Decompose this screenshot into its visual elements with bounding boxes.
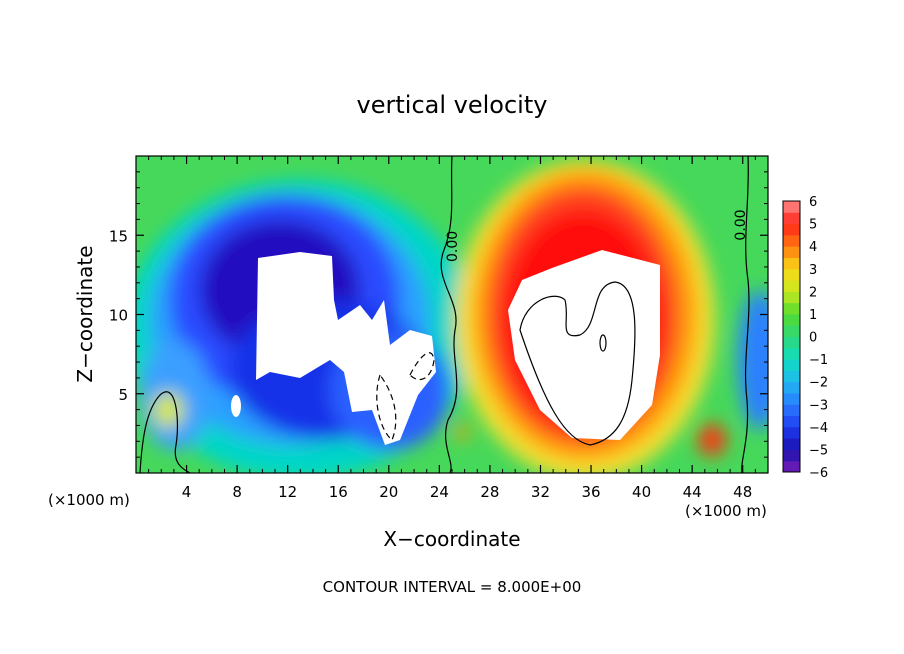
y-axis-label: Z−coordinate: [73, 245, 97, 382]
y-axis: 5 10 15: [109, 171, 768, 458]
x-tick-label: 8: [232, 483, 242, 501]
x-tick-label: 4: [182, 483, 192, 501]
colorbar-tick-label: 5: [809, 218, 817, 233]
colorbar-swatch: [783, 257, 800, 270]
x-axis: 4 8 12 16 20 24 28 32 36 40 44 48: [148, 156, 756, 501]
x-axis-unit-right: (×1000 m): [685, 502, 767, 520]
downdraft-contour-dashed: [376, 352, 435, 441]
colorbar-swatch: [783, 280, 800, 292]
colorbar-tick-label: −1: [809, 353, 828, 368]
x-tick-label: 40: [632, 483, 651, 501]
colorbar-tick-label: 3: [809, 263, 817, 278]
x-tick-label: 48: [733, 483, 752, 501]
colorbar-swatch: [783, 381, 800, 394]
colorbar-swatch: [783, 438, 800, 450]
colorbar-swatch: [783, 347, 800, 360]
x-tick-label: 20: [379, 483, 398, 501]
colorbar-swatch: [783, 426, 800, 439]
colorbar-swatch: [783, 392, 800, 405]
x-tick-label: 32: [531, 483, 550, 501]
colorbar-swatch: [783, 460, 800, 473]
colorbar-tick-label: 1: [809, 308, 817, 323]
colorbar-swatch: [783, 302, 800, 315]
updraft-contour-small: [599, 334, 607, 352]
colorbar-swatch: [783, 291, 800, 304]
colorbar-tick-label: −4: [809, 421, 828, 436]
zero-contour-right: [741, 156, 750, 473]
colorbar-frame: [782, 200, 801, 473]
plot-area: [136, 156, 768, 473]
colorbar-swatch: [783, 212, 800, 225]
colorbar-swatch: [783, 359, 800, 371]
colorbar-swatch: [783, 201, 800, 213]
x-axis-unit-left: (×1000 m): [48, 491, 130, 509]
downdraft-core-small: [231, 395, 241, 417]
colorbar-tick-label: 2: [809, 285, 817, 300]
colorbar-swatch: [783, 449, 800, 462]
contour-lines: [139, 156, 750, 473]
downdraft-core: [256, 252, 436, 445]
colorbar-swatch: [783, 313, 800, 326]
colorbar-tick-label: −3: [809, 398, 828, 413]
zero-contour-lower-left: [139, 391, 191, 473]
colorbar-swatch: [783, 234, 800, 247]
colorbar-swatch: [783, 404, 800, 417]
x-tick-label: 36: [581, 483, 600, 501]
x-tick-label: 24: [430, 483, 449, 501]
x-tick-label: 44: [683, 483, 702, 501]
y-tick-label: 5: [118, 386, 128, 404]
y-tick-label: 15: [109, 227, 128, 245]
colorbar-tick-label: 6: [809, 195, 817, 210]
contour-label: 0.00: [733, 209, 749, 240]
colorbar-tick-label: 4: [809, 240, 817, 255]
contour-interval-note: CONTOUR INTERVAL = 8.000E+00: [323, 578, 582, 596]
contour-label: 0.00: [445, 231, 461, 262]
y-tick-label: 10: [109, 307, 128, 325]
x-tick-label: 12: [278, 483, 297, 501]
x-tick-label: 28: [480, 483, 499, 501]
x-axis-label: X−coordinate: [383, 527, 520, 551]
colorbar-tick-label: −2: [809, 376, 828, 391]
updraft-contour: [519, 281, 636, 446]
zero-contour-left: [440, 156, 458, 473]
colorbar-swatch: [783, 336, 800, 349]
colorbar-swatch: [783, 246, 800, 258]
colorbar-swatch: [783, 223, 800, 236]
colorbar-tick-label: 0: [809, 331, 817, 346]
colorbar-swatch: [783, 370, 800, 383]
colorbar-swatch: [783, 268, 800, 281]
colorbar-swatch: [783, 415, 800, 428]
x-tick-label: 16: [329, 483, 348, 501]
contour-labels: 0.00 0.00: [445, 209, 749, 262]
colorbar: 6 5 4 3 2 1 0 −1 −2 −3 −4 −5 −6: [782, 195, 828, 481]
chart-title: vertical velocity: [357, 91, 548, 119]
colorbar-tick-label: −6: [809, 466, 828, 481]
colorbar-tick-label: −5: [809, 443, 828, 458]
colorbar-swatch: [783, 325, 800, 337]
